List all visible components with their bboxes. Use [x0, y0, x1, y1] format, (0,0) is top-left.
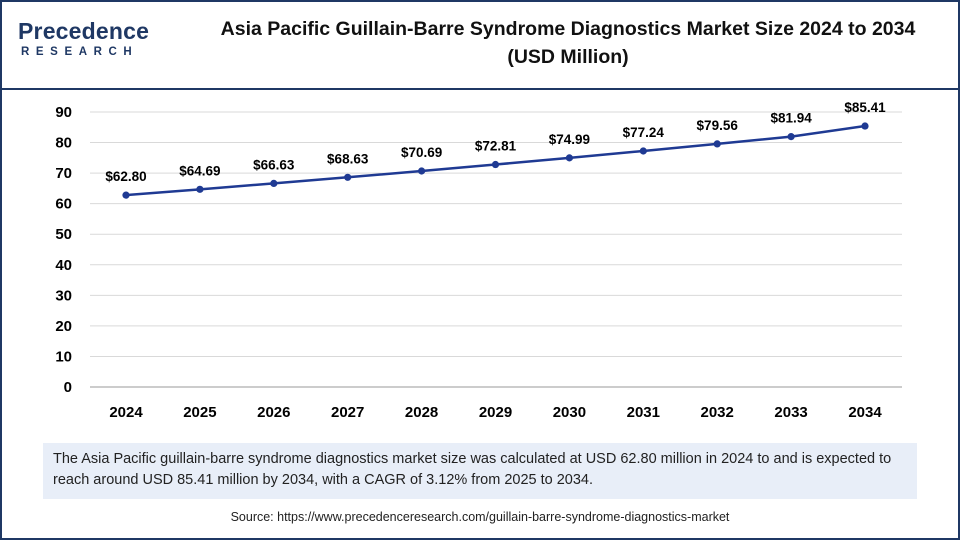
data-label: $85.41 [844, 100, 886, 115]
y-tick-label: 50 [55, 226, 72, 243]
data-point [713, 140, 721, 148]
series-layer [122, 122, 869, 199]
chart-title: Asia Pacific Guillain-Barre Syndrome Dia… [192, 15, 944, 71]
data-label: $79.56 [697, 118, 739, 133]
data-point [196, 185, 204, 193]
y-tick-label: 40 [55, 257, 72, 274]
y-tick-label: 30 [55, 287, 72, 304]
x-tick-label: 2029 [479, 404, 512, 421]
y-tick-label: 20 [55, 318, 72, 335]
data-point [122, 191, 130, 199]
x-tick-label: 2033 [774, 404, 807, 421]
data-label: $81.94 [770, 111, 812, 126]
logo-wordmark: Precedence [18, 18, 150, 44]
series-line [125, 124, 866, 197]
data-point [787, 133, 795, 141]
y-tick-label: 60 [55, 196, 72, 213]
y-tick-label: 0 [64, 379, 72, 396]
chart-title-line: Asia Pacific Guillain-Barre Syndrome Dia… [220, 18, 916, 40]
data-label: $62.80 [105, 169, 146, 184]
x-tick-label: 2034 [848, 404, 882, 421]
data-label: $77.24 [623, 125, 665, 140]
data-labels: $62.80 $64.69 $66.63 $68.63 $70.69 $72.81 $74.… [105, 100, 886, 184]
logo: Precedence RESEARCH [18, 18, 168, 68]
data-label: $64.69 [179, 163, 220, 178]
x-tick-label: 2026 [257, 404, 290, 421]
x-tick-label: 2032 [701, 404, 734, 421]
data-label: $68.63 [327, 151, 369, 166]
x-tick-label: 2024 [109, 404, 143, 421]
x-axis-ticks: 2024 2025 2026 2027 2028 2029 2030 2031 2032 2033… [109, 404, 882, 421]
data-label: $70.69 [401, 145, 442, 160]
y-tick-label: 70 [55, 165, 72, 182]
data-point [861, 122, 869, 130]
chart-subtitle: (USD Million) [507, 46, 629, 68]
data-point [270, 179, 278, 188]
description-box: The Asia Pacific guillain-barre syndrome… [43, 443, 917, 499]
data-label: $66.63 [253, 157, 295, 172]
logo-subtext: RESEARCH [21, 46, 139, 58]
y-axis-ticks: 0 10 20 30 40 50 60 70 80 90 [55, 104, 72, 396]
y-tick-label: 80 [55, 135, 72, 152]
x-tick-label: 2031 [627, 404, 660, 421]
data-point [491, 160, 500, 169]
x-tick-label: 2028 [405, 404, 438, 421]
data-point [418, 167, 426, 175]
data-point [639, 147, 647, 155]
y-tick-label: 90 [55, 104, 72, 121]
source-text: Source: https://www.precedenceresearch.c… [230, 510, 730, 524]
x-tick-label: 2030 [553, 404, 586, 421]
header: Precedence RESEARCH Asia Pacific Guillai… [2, 2, 958, 90]
data-point [565, 154, 574, 162]
x-tick-label: 2027 [331, 404, 364, 421]
data-label: $72.81 [475, 139, 517, 154]
x-tick-label: 2025 [183, 404, 216, 421]
grid-lines [90, 111, 902, 388]
data-label: $74.99 [549, 132, 590, 147]
data-point [344, 173, 352, 181]
y-tick-label: 10 [55, 348, 72, 365]
